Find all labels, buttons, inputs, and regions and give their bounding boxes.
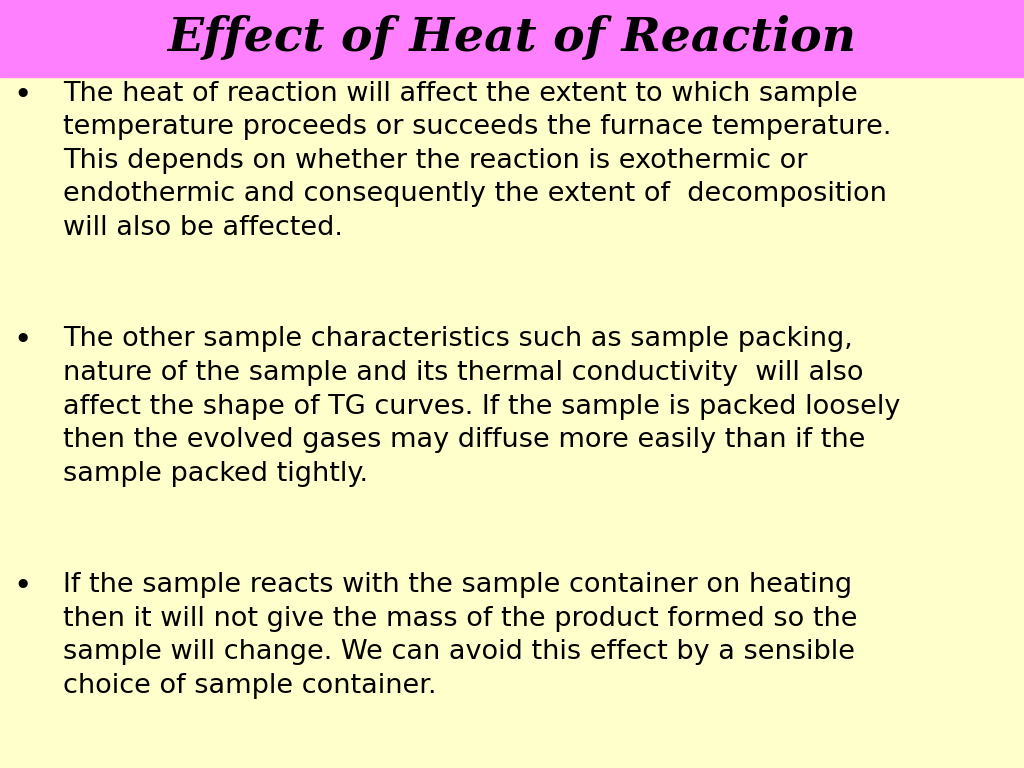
Bar xyxy=(0,0,1024,77)
Text: •: • xyxy=(13,81,32,110)
Text: •: • xyxy=(13,572,32,601)
Text: The other sample characteristics such as sample packing,
nature of the sample an: The other sample characteristics such as… xyxy=(63,326,901,487)
Text: •: • xyxy=(13,326,32,356)
Text: If the sample reacts with the sample container on heating
then it will not give : If the sample reacts with the sample con… xyxy=(63,572,858,699)
Text: The heat of reaction will affect the extent to which sample
temperature proceeds: The heat of reaction will affect the ext… xyxy=(63,81,892,241)
Text: Effect of Heat of Reaction: Effect of Heat of Reaction xyxy=(168,15,856,61)
